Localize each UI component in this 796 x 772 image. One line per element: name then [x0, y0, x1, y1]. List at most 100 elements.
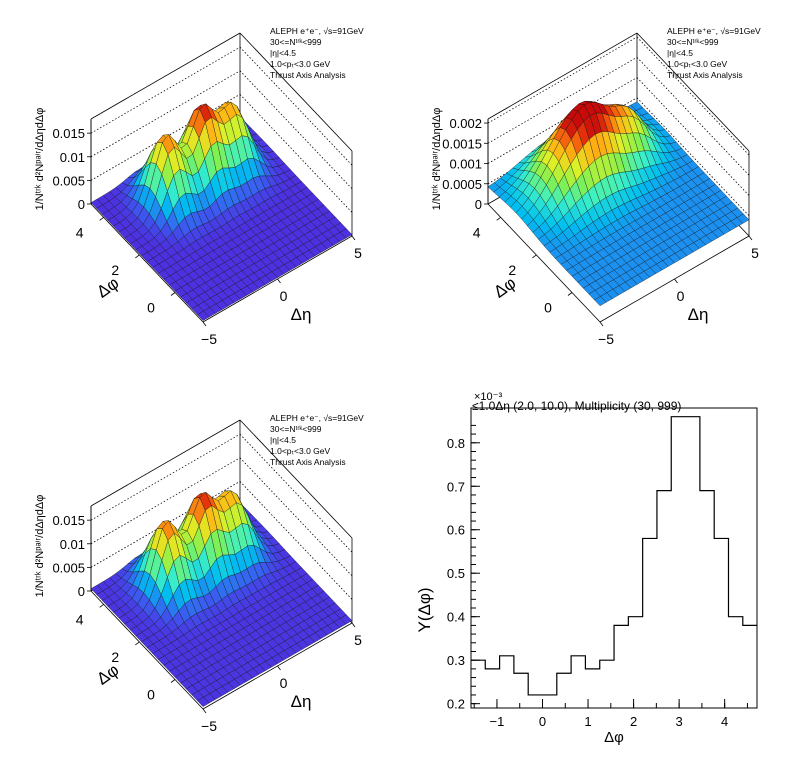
eta-tick — [351, 622, 356, 628]
box-edge — [90, 590, 204, 710]
eta-axis: −5 0 5 Δη — [598, 235, 759, 347]
z-tick-label: 0.0005 — [442, 177, 482, 192]
eta-tick — [351, 235, 356, 241]
x-tick-label: −1 — [490, 714, 505, 729]
phi-tick — [170, 679, 176, 683]
y-tick-label: 0.4 — [447, 610, 465, 625]
legend-line: 30<=Nᵗʳᵏ<999 — [270, 37, 322, 47]
box-edge — [90, 419, 241, 507]
z-tick-label: 0.0015 — [442, 136, 482, 151]
eta-tick — [748, 235, 753, 241]
legend-line: Thrust Axis Analysis — [667, 70, 743, 80]
z-axis: 0 0.0005 0.001 0.0015 0.002 1/Nᵗʳᵏ d²Nᵖᵃⁱʳ/dΔ… — [431, 108, 489, 212]
x-tick-label: 3 — [676, 714, 683, 729]
z-tick-label: 0.002 — [449, 116, 482, 131]
phi-tick — [99, 217, 104, 221]
box-edge — [90, 70, 241, 158]
legend-line: 30<=Nᵗʳᵏ<999 — [667, 37, 719, 47]
surface-mesh — [90, 490, 353, 707]
legend-line: ALEPH e⁺e⁻, √s=91GeV — [270, 413, 364, 423]
eta-tick-label: 0 — [280, 288, 288, 304]
phi-tick-label: 2 — [508, 262, 516, 278]
box-edge — [636, 97, 750, 217]
eta-tick — [202, 708, 207, 714]
z-tick-label: 0 — [475, 197, 482, 212]
surface-plot-bottom-left: 0 0.005 0.01 0.015 1/Nᵗʳᵏ d²Nᵖᵃⁱʳ/dΔηdΔφ 0 2 4 Δ… — [34, 413, 364, 734]
hist-series — [470, 416, 758, 696]
hist-xlabel: Δφ — [604, 729, 624, 746]
legend-line: |η|<4.5 — [270, 48, 296, 58]
eta-tick-label: 5 — [354, 245, 362, 261]
z-tick-label: 0 — [78, 197, 85, 212]
eta-tick — [277, 665, 281, 671]
eta-tick — [599, 321, 604, 327]
legend-line: ALEPH e⁺e⁻, √s=91GeV — [667, 26, 761, 36]
legend-line: 1.0<pₜ<3.0 GeV — [270, 446, 330, 456]
z-tick-label: 0.01 — [60, 537, 85, 552]
z-axis: 0 0.005 0.01 0.015 1/Nᵗʳᵏ d²Nᵖᵃⁱʳ/dΔηdΔφ — [34, 108, 92, 212]
hist-frame — [470, 407, 758, 709]
legend: ALEPH e⁺e⁻, √s=91GeV30<=Nᵗʳᵏ<999|η|<4.51… — [270, 413, 364, 467]
hist-title: ≤1.0Δη (2.0, 10.0), Multiplicity (30, 99… — [472, 399, 681, 413]
legend-line: Thrust Axis Analysis — [270, 70, 346, 80]
box-edge — [487, 36, 638, 124]
box-edge — [239, 70, 353, 190]
legend-line: ALEPH e⁺e⁻, √s=91GeV — [270, 26, 364, 36]
y-tick-label: 0.7 — [447, 479, 465, 494]
box-edge — [636, 32, 750, 152]
eta-axis-title: Δη — [291, 305, 312, 324]
phi-tick — [532, 254, 537, 259]
z-tick-label: 0.005 — [52, 560, 85, 575]
phi-tick — [99, 604, 104, 608]
box-edge — [487, 32, 638, 120]
surface-mesh — [487, 101, 750, 307]
z-axis-title: 1/Nᵗʳᵏ d²Nᵖᵃⁱʳ/dΔηdΔφ — [34, 108, 46, 211]
phi-tick-label: 2 — [111, 262, 119, 278]
histogram-plot: ≤1.0Δη (2.0, 10.0), Multiplicity (30, 99… — [415, 391, 758, 746]
eta-tick-label: 0 — [280, 675, 288, 691]
surface-cell — [339, 614, 353, 625]
phi-tick-label: 4 — [76, 224, 84, 240]
box-edge — [239, 46, 353, 166]
y-tick-label: 0.8 — [447, 436, 465, 451]
z-tick-label: 0.015 — [52, 126, 85, 141]
legend-line: 1.0<pₜ<3.0 GeV — [667, 59, 727, 69]
phi-tick — [567, 292, 573, 296]
eta-tick-label: −5 — [201, 718, 217, 734]
box-edge — [239, 419, 353, 539]
x-tick-label: 4 — [721, 714, 728, 729]
eta-tick — [202, 321, 207, 327]
box-edge — [90, 457, 241, 545]
y-tick-label: 0.5 — [447, 566, 465, 581]
y-tick-label: 0.6 — [447, 523, 465, 538]
z-tick-label: 0.001 — [449, 157, 482, 172]
z-axis-title: 1/Nᵗʳᵏ d²Nᵖᵃⁱʳ/dΔηdΔφ — [34, 495, 46, 598]
box-edge — [90, 433, 241, 521]
x-tick-label: 0 — [539, 714, 546, 729]
eta-tick-label: 0 — [677, 288, 685, 304]
phi-tick — [170, 292, 176, 296]
eta-tick — [277, 278, 281, 284]
box-edge — [636, 36, 750, 156]
legend: ALEPH e⁺e⁻, √s=91GeV30<=Nᵗʳᵏ<999|η|<4.51… — [667, 26, 761, 80]
phi-tick-label: 2 — [111, 649, 119, 665]
legend-line: |η|<4.5 — [270, 435, 296, 445]
legend-line: Thrust Axis Analysis — [270, 457, 346, 467]
eta-tick-label: −5 — [201, 331, 217, 347]
eta-tick-label: 5 — [354, 632, 362, 648]
phi-tick-label: 0 — [544, 300, 552, 316]
z-axis-title: 1/Nᵗʳᵏ d²Nᵖᵃⁱʳ/dΔηdΔφ — [431, 108, 443, 211]
surface-cell — [339, 228, 353, 239]
legend-line: 1.0<pₜ<3.0 GeV — [270, 59, 330, 69]
box-edge — [90, 46, 241, 134]
legend-line: |η|<4.5 — [667, 48, 693, 58]
phi-tick — [135, 641, 140, 646]
surface-plot-top-left: 0 0.005 0.01 0.015 1/Nᵗʳᵏ d²Nᵖᵃⁱʳ/dΔηdΔφ 0 2 4 Δ… — [34, 26, 364, 347]
box-edge — [487, 203, 601, 323]
x-tick-label: 2 — [630, 714, 637, 729]
z-tick-label: 0.015 — [52, 513, 85, 528]
box-edge — [487, 56, 638, 144]
surface-plot-top-right: 0 0.0005 0.001 0.0015 0.002 1/Nᵗʳᵏ d²Nᵖᵃⁱʳ/dΔ… — [431, 26, 761, 347]
phi-tick-label: 0 — [147, 687, 155, 703]
eta-axis: −5 0 5 Δη — [201, 622, 362, 734]
